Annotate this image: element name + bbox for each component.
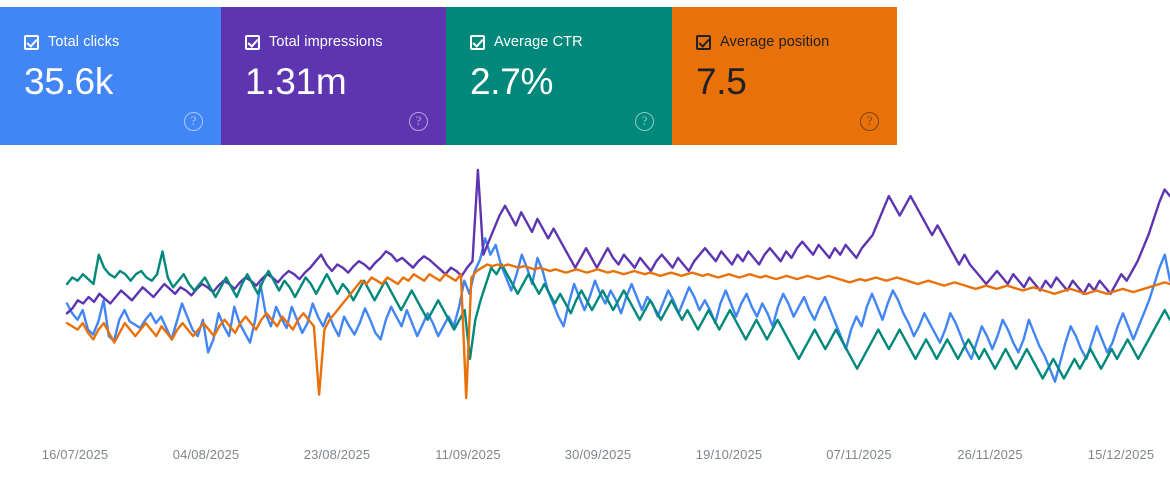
x-axis-tick-label: 23/08/2025 [303,447,371,462]
x-axis-tick-label: 15/12/2025 [1087,447,1155,462]
x-axis-tick-label: 11/09/2025 [435,447,501,462]
metric-card-value: 1.31m [245,61,347,102]
x-axis-tick-label: 30/09/2025 [564,447,632,462]
performance-chart: 16/07/2025 04/08/2025 23/08/2025 11/09/2025… [0,150,1170,501]
metric-card-header: Average position [696,33,897,51]
metric-card-average-ctr[interactable]: Average CTR 2.7%? [446,7,672,145]
x-axis-tick-label: 07/11/2025 [826,447,892,462]
help-circle-icon[interactable]: ? [860,112,879,131]
metric-card-label: Total clicks [48,34,120,50]
checkbox-checked-icon[interactable] [470,34,485,50]
metric-card-value: 7.5 [696,61,747,102]
x-axis-tick-label: 19/10/2025 [695,447,763,462]
metric-card-average-position[interactable]: Average position 7.5? [672,7,897,145]
help-circle-icon[interactable]: ? [184,112,203,131]
checkbox-checked-icon[interactable] [245,34,260,50]
metric-card-label: Average position [720,34,830,50]
metric-card-header: Average CTR [470,33,672,51]
checkbox-checked-icon[interactable] [696,34,711,50]
metric-cards-row: Total clicks 35.6k? Total impressions 1.31m… [0,7,897,145]
x-axis-tick-label: 16/07/2025 [41,447,109,462]
chart-series-line [65,250,1170,380]
chart-lines-svg [65,168,1170,400]
help-circle-icon[interactable]: ? [635,112,654,131]
metric-card-value: 2.7% [470,61,554,102]
metric-card-label: Average CTR [494,34,583,50]
metric-card-header: Total clicks [24,33,221,51]
x-axis-tick-label: 04/08/2025 [172,447,240,462]
chart-series-line [65,237,1170,383]
help-circle-icon[interactable]: ? [409,112,428,131]
chart-series-line [65,263,1170,400]
metric-card-total-clicks[interactable]: Total clicks 35.6k? [0,7,221,145]
checkbox-checked-icon[interactable] [24,34,39,50]
metric-card-total-impressions[interactable]: Total impressions 1.31m? [221,7,446,145]
metric-card-value: 35.6k [24,61,114,102]
x-axis-tick-label: 26/11/2025 [957,447,1023,462]
chart-x-axis: 16/07/2025 04/08/2025 23/08/2025 11/09/2025… [0,447,1170,477]
chart-series-line [65,168,1170,315]
metric-card-label: Total impressions [269,34,383,50]
metric-card-header: Total impressions [245,33,446,51]
